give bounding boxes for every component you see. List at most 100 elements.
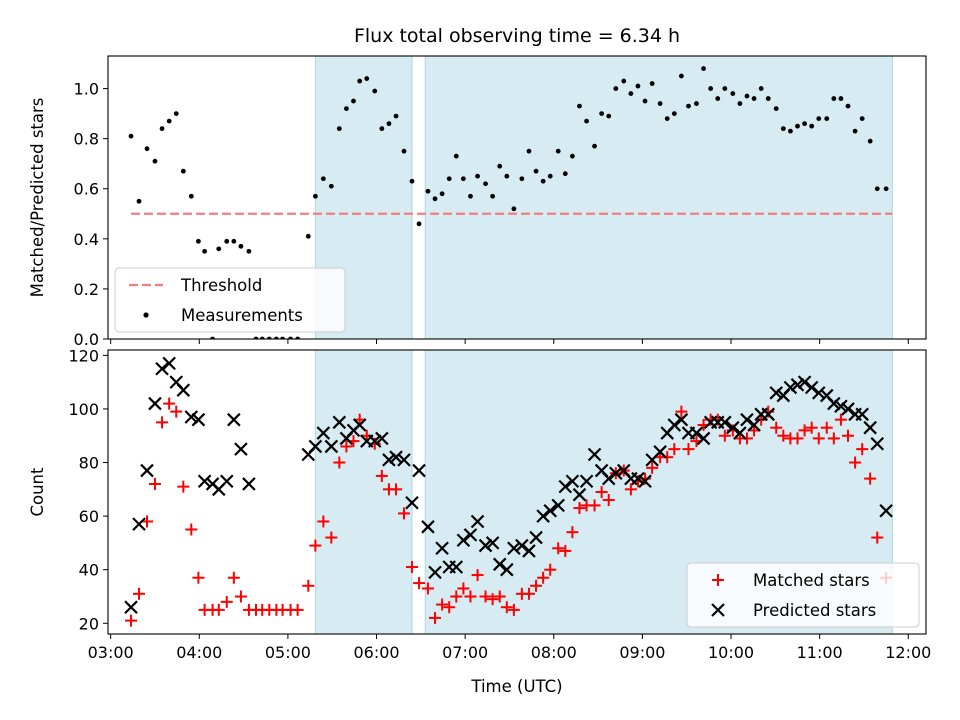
data-point <box>439 191 445 197</box>
data-point <box>163 397 176 410</box>
data-point <box>132 517 146 531</box>
data-point <box>140 463 154 478</box>
data-point <box>464 590 477 603</box>
data-point <box>584 118 589 124</box>
chart-title: Flux total observing time = 6.34 h <box>354 25 680 47</box>
axes-frame <box>107 349 927 635</box>
data-point <box>316 426 331 440</box>
data-point <box>718 415 732 430</box>
data-point <box>834 399 848 414</box>
data-point <box>783 380 798 395</box>
data-point <box>646 461 659 474</box>
data-point <box>726 420 740 435</box>
data-point <box>372 88 378 94</box>
data-point <box>555 148 561 154</box>
shaded-span-0 <box>314 349 413 635</box>
data-point <box>621 78 627 84</box>
data-point <box>602 494 615 507</box>
data-point <box>668 443 681 456</box>
data-point <box>375 469 388 482</box>
data-point <box>631 471 645 486</box>
data-point <box>288 336 293 339</box>
data-point <box>234 442 248 456</box>
y-axis-label: Matched/Predicted stars <box>28 98 47 298</box>
data-point <box>769 386 784 400</box>
data-point <box>559 544 572 557</box>
data-point <box>497 163 503 169</box>
data-point <box>577 103 582 109</box>
data-point <box>295 336 301 339</box>
data-point <box>180 168 186 174</box>
data-point <box>718 429 731 442</box>
y-tick-label: 60 <box>79 507 99 526</box>
plot-area <box>128 66 893 339</box>
data-point <box>156 416 169 429</box>
series-1 <box>124 356 893 614</box>
data-point <box>715 96 721 101</box>
data-point <box>533 168 539 174</box>
data-point <box>529 530 543 545</box>
data-point <box>595 486 608 498</box>
data-point <box>601 471 616 486</box>
data-point <box>852 128 858 134</box>
data-point <box>722 86 728 91</box>
data-point <box>566 526 579 539</box>
data-point <box>324 439 339 454</box>
data-point <box>216 246 222 252</box>
data-point <box>493 590 506 603</box>
data-point <box>401 148 407 154</box>
data-point <box>694 101 699 106</box>
data-point <box>242 477 256 491</box>
data-point <box>305 233 311 239</box>
data-point <box>689 426 704 440</box>
data-point <box>675 405 688 418</box>
data-point <box>587 447 602 462</box>
data-point <box>405 495 419 510</box>
data-point <box>664 116 670 122</box>
data-point <box>642 98 648 104</box>
data-point <box>188 193 194 199</box>
data-point <box>696 431 711 446</box>
data-point <box>863 420 877 435</box>
data-point <box>569 153 575 159</box>
y-tick-label: 0.8 <box>74 130 99 149</box>
data-point <box>435 541 449 556</box>
data-point <box>609 466 623 481</box>
data-point <box>842 429 855 442</box>
data-point <box>708 86 714 91</box>
data-point <box>478 538 493 553</box>
data-point <box>758 86 764 91</box>
legend-matched-swatch <box>712 574 724 586</box>
data-point <box>273 336 279 339</box>
x-tick-label: 04:00 <box>176 643 222 662</box>
legend-measurement-swatch <box>143 312 149 318</box>
data-point <box>811 386 826 400</box>
legend-predicted-swatch <box>711 603 725 617</box>
data-point <box>485 536 500 550</box>
data-point <box>552 542 565 555</box>
y-tick-label: 120 <box>68 346 99 365</box>
data-point <box>162 356 176 371</box>
data-point <box>522 587 535 600</box>
data-point <box>412 463 426 478</box>
data-point <box>682 443 695 456</box>
data-point <box>152 158 158 164</box>
legend: Threshold Measurements <box>114 267 346 333</box>
data-point <box>460 176 466 182</box>
data-point <box>831 96 837 101</box>
data-point <box>740 412 754 427</box>
data-point <box>309 539 322 552</box>
data-point <box>144 146 150 152</box>
data-point <box>500 601 513 614</box>
data-point <box>805 421 818 434</box>
data-point <box>125 614 138 627</box>
data-point <box>375 431 389 446</box>
data-point <box>802 121 807 127</box>
data-point <box>332 415 347 430</box>
data-point <box>500 562 514 577</box>
x-tick-label: 06:00 <box>353 643 399 662</box>
y-tick-label: 0.6 <box>74 180 99 199</box>
data-point <box>838 96 844 101</box>
data-point <box>856 443 869 456</box>
data-point <box>547 173 553 179</box>
